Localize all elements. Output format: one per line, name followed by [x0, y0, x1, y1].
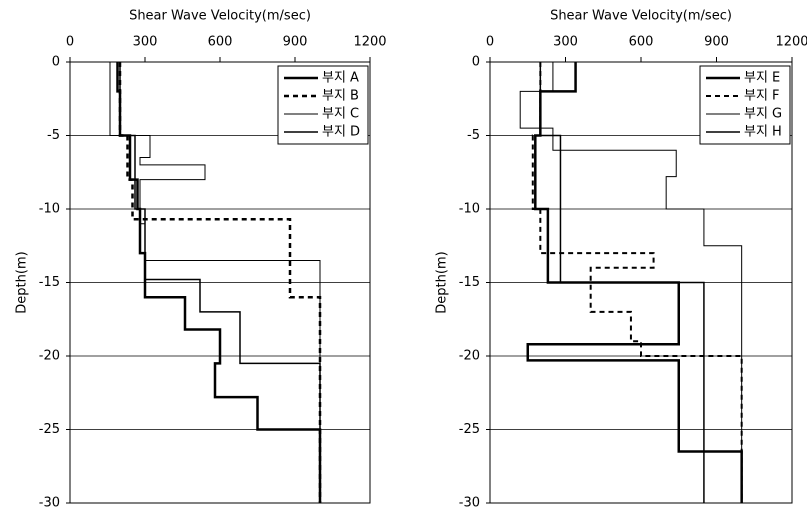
legend-label: 부지 F: [744, 89, 780, 104]
plot-frame: [489, 61, 793, 504]
y-tick-label: -20: [39, 349, 60, 364]
y-axis-label: Depth(m): [435, 251, 450, 313]
legend-label: 부지 C: [322, 107, 359, 122]
legend-label: 부지 E: [744, 71, 780, 86]
legend-label: 부지 A: [322, 71, 359, 86]
x-tick-label: 0: [66, 35, 74, 50]
y-tick-label: -30: [39, 496, 60, 511]
x-tick-label: 900: [283, 35, 308, 50]
x-tick-label: 600: [629, 35, 654, 50]
y-tick-label: 0: [52, 55, 60, 70]
y-tick-label: -10: [459, 202, 480, 217]
series-line: [519, 62, 743, 503]
y-tick-label: -5: [467, 128, 480, 143]
x-axis-label: Shear Wave Velocity(m/sec): [129, 9, 311, 24]
x-tick-label: 1200: [353, 35, 386, 50]
x-tick-label: 900: [704, 35, 729, 50]
x-tick-label: 0: [486, 35, 494, 50]
y-tick-label: -5: [47, 128, 60, 143]
y-axis-label: Depth(m): [15, 251, 30, 313]
x-axis-label: Shear Wave Velocity(m/sec): [550, 9, 732, 24]
y-tick-label: -30: [459, 496, 480, 511]
legend-label: 부지 B: [322, 89, 359, 104]
legend-label: 부지 G: [744, 107, 782, 122]
y-tick-label: -20: [459, 349, 480, 364]
series-line: [539, 62, 705, 503]
x-tick-label: 600: [208, 35, 233, 50]
legend-label: 부지 H: [744, 125, 782, 140]
y-tick-label: -15: [459, 275, 480, 290]
y-tick-label: 0: [472, 55, 480, 70]
y-tick-label: -25: [39, 422, 60, 437]
plot-frame: [69, 61, 371, 504]
x-tick-label: 300: [553, 35, 578, 50]
legend-label: 부지 D: [322, 125, 360, 140]
y-tick-label: -25: [459, 422, 480, 437]
x-tick-label: 300: [133, 35, 158, 50]
y-tick-label: -10: [39, 202, 60, 217]
series-line: [119, 62, 321, 503]
y-tick-label: -15: [39, 275, 60, 290]
x-tick-label: 1200: [775, 35, 807, 50]
series-line: [531, 62, 743, 503]
